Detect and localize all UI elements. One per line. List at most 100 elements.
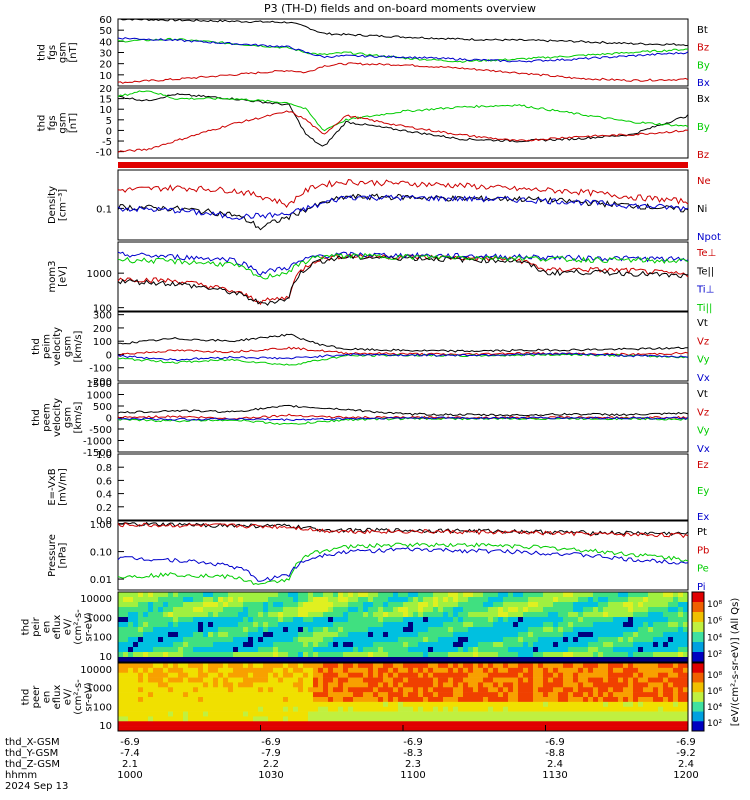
heatmap-cell <box>513 647 519 653</box>
heatmap-cell <box>473 726 479 732</box>
heatmap-cell <box>168 617 174 623</box>
heatmap-cell <box>568 677 574 683</box>
heatmap-cell <box>378 622 384 628</box>
heatmap-cell <box>358 642 364 648</box>
heatmap-cell <box>353 637 359 643</box>
heatmap-cell <box>133 672 139 678</box>
heatmap-cell <box>458 667 464 674</box>
heatmap-cell <box>273 711 279 717</box>
heatmap-cell <box>158 642 164 648</box>
heatmap-cell <box>483 622 489 628</box>
heatmap-cell <box>303 672 309 678</box>
heatmap-cell <box>623 617 629 623</box>
heatmap-cell <box>248 652 254 658</box>
heatmap-cell <box>308 617 314 623</box>
heatmap-cell <box>428 597 434 603</box>
heatmap-cell <box>608 602 614 608</box>
heatmap-cell <box>673 617 679 623</box>
heatmap-cell <box>218 652 224 658</box>
heatmap-cell <box>308 706 314 712</box>
heatmap-cell <box>253 687 259 693</box>
heatmap-cell <box>443 642 449 648</box>
heatmap-cell <box>318 697 324 703</box>
heatmap-cell <box>318 597 324 603</box>
heatmap-cell <box>558 663 564 669</box>
heatmap-cell <box>168 637 174 643</box>
heatmap-cell <box>298 612 304 618</box>
heatmap-cell <box>248 627 254 633</box>
heatmap-cell <box>448 706 454 712</box>
heatmap-cell <box>238 672 244 678</box>
heatmap-cell <box>583 663 589 669</box>
heatmap-cell <box>558 721 564 727</box>
heatmap-cell <box>558 697 564 703</box>
heatmap-cell <box>658 667 664 674</box>
heatmap-cell <box>313 592 319 598</box>
heatmap-cell <box>393 663 399 669</box>
colorbar-tick-label: 10⁸ <box>707 600 722 610</box>
heatmap-cell <box>608 701 614 708</box>
heatmap-cell <box>653 617 659 623</box>
heatmap-cell <box>568 721 574 727</box>
heatmap-cell <box>293 627 299 633</box>
heatmap-cell <box>248 711 254 717</box>
heatmap-cell <box>388 657 394 663</box>
heatmap-cell <box>433 617 439 623</box>
heatmap-cell <box>673 706 679 712</box>
y-axis-label: Pressure <box>47 534 58 577</box>
panel-frame <box>117 241 689 312</box>
heatmap-cell <box>168 667 174 674</box>
heatmap-cell <box>493 617 499 623</box>
heatmap-cell <box>308 726 314 732</box>
heatmap-cell <box>358 726 364 732</box>
heatmap-cell <box>128 617 134 623</box>
heatmap-cell <box>498 687 504 693</box>
heatmap-cell <box>203 612 209 618</box>
heatmap-cell <box>528 622 534 628</box>
heatmap-cell <box>433 667 439 674</box>
heatmap-cell <box>143 617 149 623</box>
heatmap-cell <box>403 657 409 663</box>
heatmap-cell <box>318 652 324 658</box>
heatmap-cell <box>408 687 414 693</box>
heatmap-cell <box>418 711 424 717</box>
heatmap-cell <box>218 612 224 618</box>
heatmap-cell <box>198 667 204 674</box>
heatmap-cell <box>513 657 519 663</box>
heatmap-cell <box>638 667 644 674</box>
heatmap-cell <box>193 701 199 708</box>
footer-value: 1130 <box>542 770 567 781</box>
heatmap-cell <box>478 652 484 658</box>
heatmap-cell <box>363 663 369 669</box>
heatmap-cell <box>213 667 219 674</box>
heatmap-cell <box>523 627 529 633</box>
heatmap-cell <box>543 652 549 658</box>
heatmap-cell <box>233 697 239 703</box>
heatmap-cell <box>418 657 424 663</box>
heatmap-cell <box>418 692 424 698</box>
heatmap-cell <box>168 632 174 638</box>
heatmap-cell <box>473 607 479 613</box>
heatmap-cell <box>468 706 474 712</box>
heatmap-cell <box>508 682 514 688</box>
heatmap-cell <box>568 687 574 693</box>
heatmap-cell <box>323 667 329 674</box>
heatmap-cell <box>408 692 414 698</box>
series-line <box>117 110 689 153</box>
heatmap-cell <box>438 642 444 648</box>
heatmap-cell <box>458 721 464 727</box>
heatmap-cell <box>598 647 604 653</box>
heatmap-cell <box>548 663 554 669</box>
heatmap-cell <box>538 672 544 678</box>
heatmap-cell <box>188 592 194 598</box>
heatmap-cell <box>433 592 439 598</box>
heatmap-cell <box>153 711 159 717</box>
heatmap-cell <box>243 637 249 643</box>
heatmap-cell <box>298 637 304 643</box>
heatmap-cell <box>163 617 169 623</box>
heatmap-cell <box>348 721 354 727</box>
heatmap-cell <box>368 692 374 698</box>
heatmap-cell <box>648 663 654 669</box>
heatmap-cell <box>663 701 669 708</box>
heatmap-cell <box>443 592 449 598</box>
